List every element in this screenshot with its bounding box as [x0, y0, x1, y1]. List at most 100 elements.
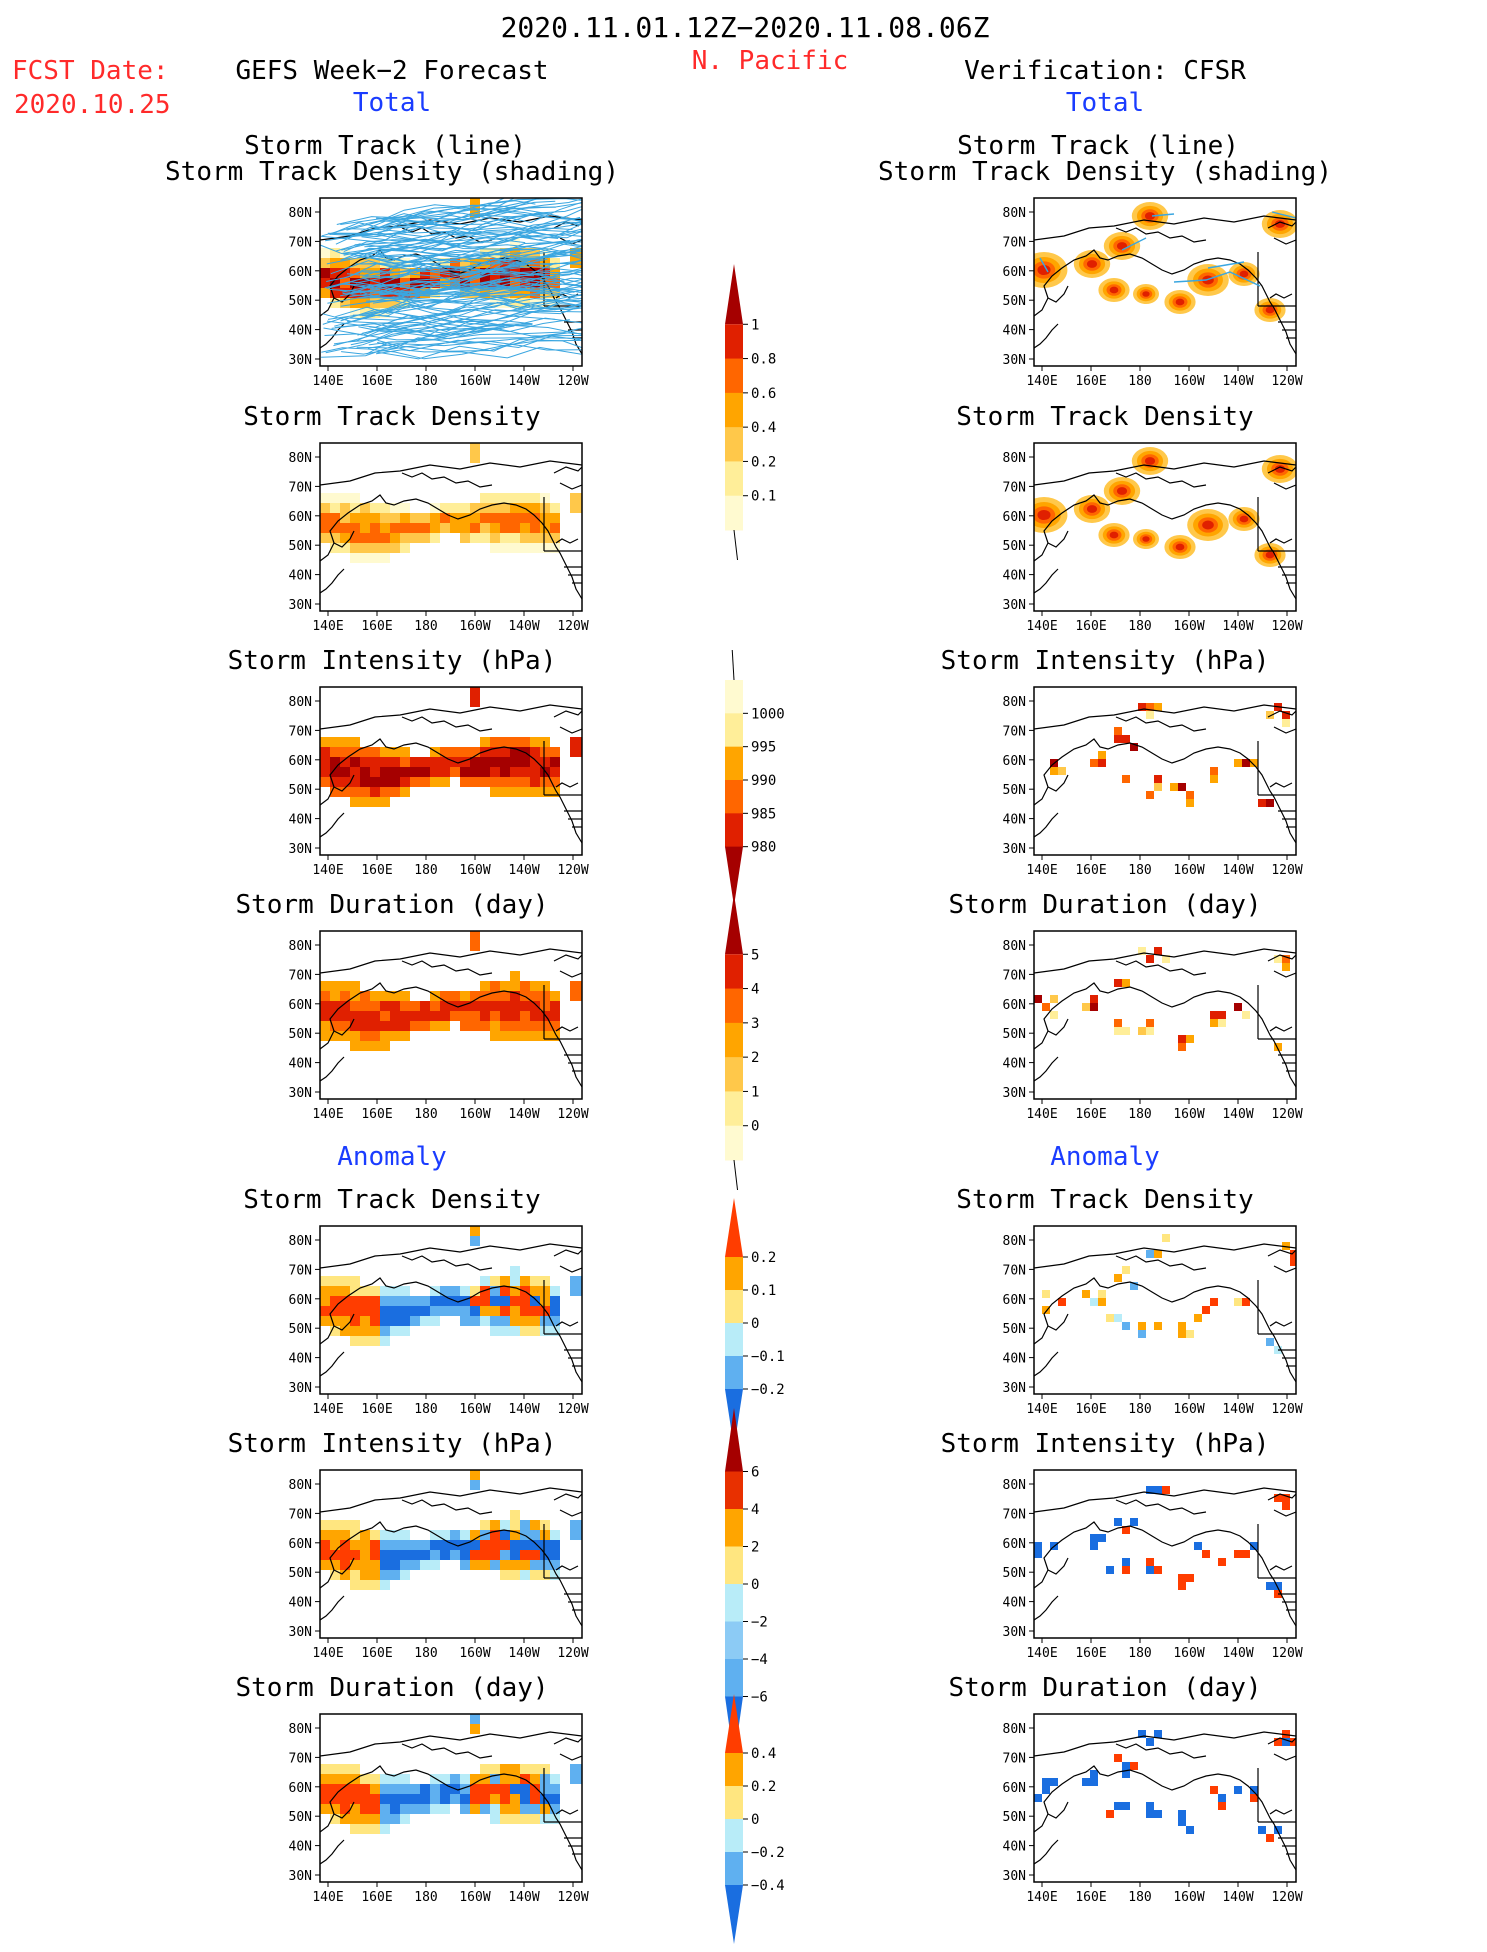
shading-cell — [510, 981, 520, 991]
lat-tick-label: 30N — [1003, 1869, 1026, 1884]
coastline — [1115, 1255, 1207, 1271]
coastline — [553, 466, 582, 474]
shading-cell — [340, 767, 350, 777]
shading-cell — [340, 268, 350, 278]
lat-tick-label: 70N — [1003, 724, 1026, 739]
shading-cell — [460, 513, 470, 523]
colorbar-swatch — [725, 1022, 743, 1058]
lat-tick-label: 50N — [1003, 539, 1026, 554]
shading-cell — [340, 1550, 350, 1560]
shading-cell — [490, 513, 500, 523]
shading-cell — [580, 1764, 582, 1774]
storm-track-line — [359, 198, 540, 235]
shading-cell — [490, 1520, 500, 1530]
shading-cell — [360, 268, 370, 278]
shading-cell — [1146, 1738, 1154, 1746]
shading-cell — [1042, 1786, 1050, 1794]
shading-cell — [370, 1306, 380, 1316]
lon-tick-label: 160W — [459, 1402, 490, 1417]
shading-cell — [380, 1580, 390, 1590]
colorbar-label: 0 — [751, 1577, 759, 1593]
shading-cell — [1202, 1550, 1210, 1558]
map-panel: 140E 160E 180 160W 140W 120W 80N 70N 60N 50N 40N 30… — [270, 1224, 592, 1426]
shading-cell — [1138, 1730, 1146, 1738]
density-blob — [1239, 515, 1249, 523]
shading-cell — [390, 767, 400, 777]
lon-tick-label: 160W — [459, 1646, 490, 1661]
shading-cell — [1090, 1778, 1098, 1786]
shading-cell — [1178, 1043, 1186, 1051]
map-panel: 140E 160E 180 160W 140W 120W 80N 70N 60N 50N 40N 30… — [984, 1224, 1306, 1426]
shading-cell — [490, 1306, 500, 1316]
shading-cell — [570, 747, 580, 757]
shading-cell — [370, 1560, 380, 1570]
shading-cell — [340, 1001, 350, 1011]
storm-track-line — [369, 200, 556, 225]
shading-cell — [320, 1286, 330, 1296]
shading-cell — [410, 767, 420, 777]
shading-cell — [1266, 1582, 1274, 1590]
lat-tick-label: 60N — [289, 1781, 312, 1796]
shading-cell — [400, 1306, 410, 1316]
shading-cell — [470, 1316, 480, 1326]
shading-cell — [370, 1336, 380, 1346]
shading-cell — [330, 1764, 340, 1774]
shading-cell — [1266, 799, 1274, 807]
shading-cell — [500, 1276, 510, 1286]
shading-cell — [430, 1784, 440, 1794]
lon-tick-label: 180 — [1128, 863, 1151, 878]
shading-cell — [500, 503, 510, 513]
shading-cell — [520, 543, 530, 553]
coastline — [320, 1056, 345, 1082]
lat-tick-label: 60N — [289, 510, 312, 525]
shading-cell — [360, 1804, 370, 1814]
shading-cell — [500, 523, 510, 533]
lat-tick-label: 30N — [1003, 598, 1026, 613]
shading-cell — [370, 1530, 380, 1540]
shading-cell — [440, 278, 450, 288]
lat-tick-label: 50N — [289, 539, 312, 554]
shading-cell — [390, 1560, 400, 1570]
shading-cell — [330, 787, 340, 797]
shading-cell — [360, 1316, 370, 1326]
shading-cell — [510, 757, 520, 767]
lat-tick-label: 80N — [1003, 939, 1026, 954]
shading-cell — [430, 278, 440, 288]
shading-cell — [340, 777, 350, 787]
shading-cell — [470, 941, 480, 951]
coastline — [320, 568, 345, 594]
shading-cell — [500, 1306, 510, 1316]
shading-cell — [1090, 1542, 1098, 1550]
shading-cell — [370, 777, 380, 787]
lat-tick-label: 50N — [289, 1027, 312, 1042]
shading-cell — [330, 1784, 340, 1794]
shading-cell — [580, 747, 582, 757]
shading-cell — [380, 1021, 390, 1031]
shading-cell — [460, 1011, 470, 1021]
colorbar-label: 0.4 — [751, 420, 776, 436]
shading-cell — [440, 1001, 450, 1011]
shading-cell — [440, 1306, 450, 1316]
shading-cell — [1178, 1330, 1186, 1338]
shading-cell — [540, 1001, 550, 1011]
shading-cell — [1122, 1762, 1130, 1770]
shading-cell — [550, 1550, 560, 1560]
shading-cell — [470, 453, 480, 463]
shading-cell — [1034, 1794, 1042, 1802]
shading-cell — [1258, 1826, 1266, 1834]
shading-cell — [470, 258, 480, 268]
shading-cell — [370, 1021, 380, 1031]
shading-cell — [500, 1550, 510, 1560]
coastline — [559, 482, 582, 490]
lon-tick-label: 120W — [1271, 1890, 1302, 1905]
shading-cell — [360, 258, 370, 268]
coastline — [559, 1265, 582, 1273]
shading-cell — [1090, 1298, 1098, 1306]
shading-cell — [400, 1784, 410, 1794]
shading-cell — [480, 1011, 490, 1021]
colorbar-swatch — [725, 324, 743, 360]
colorbar-label: −0.2 — [751, 1845, 785, 1861]
colorbar-swatch — [725, 1621, 743, 1660]
shading-cell — [370, 1774, 380, 1784]
lon-tick-label: 160W — [1173, 1402, 1204, 1417]
